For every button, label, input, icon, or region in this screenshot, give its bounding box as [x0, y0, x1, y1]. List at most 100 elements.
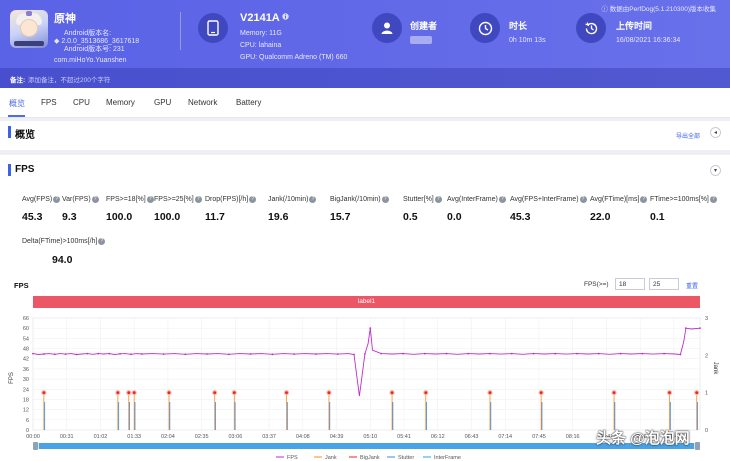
help-icon[interactable]: ?	[91, 196, 99, 203]
metric-value: 0.5	[403, 211, 418, 223]
fps-point	[554, 352, 557, 355]
metric-label: Drop(FPS)[/h]?	[205, 196, 257, 203]
help-icon[interactable]: ?	[498, 196, 506, 203]
metric-label: FPS>=18[%]?	[106, 196, 154, 203]
fps-point	[619, 352, 622, 355]
legend-label: InterFrame	[434, 455, 461, 461]
device-cpu: CPU: lahaina	[240, 42, 282, 49]
fps-point	[663, 352, 665, 355]
metric-label: Avg(InterFrame)?	[447, 196, 506, 203]
device-model: V2141A	[240, 12, 290, 24]
chevron-down-icon[interactable]: ▾	[710, 165, 721, 176]
x-tick-label: 09:18	[633, 434, 647, 440]
metric-label: FPS>=25[%]?	[154, 196, 202, 203]
x-tick-label: 04:39	[330, 434, 344, 440]
creator-name-redacted	[410, 36, 432, 44]
help-icon[interactable]: ?	[309, 196, 317, 203]
x-tick-label: 06:43	[465, 434, 479, 440]
fps-point	[293, 353, 296, 356]
y-tick-label: 24	[23, 387, 29, 393]
fps-point	[699, 327, 701, 330]
help-icon[interactable]: ?	[381, 196, 389, 203]
x-tick-label: 04:08	[296, 434, 310, 440]
x-tick-label: 05:10	[363, 434, 377, 440]
export-all-link[interactable]: 导出全部	[676, 134, 701, 140]
tab-battery[interactable]: Battery	[236, 98, 262, 107]
fps-point	[369, 327, 372, 330]
bigjank-point	[390, 391, 394, 395]
fps-point	[97, 352, 100, 355]
notes-bar[interactable]: 备注: 添加备注，不超过200个字符	[0, 68, 730, 88]
tab-cpu[interactable]: CPU	[73, 98, 90, 107]
phone-icon	[198, 13, 228, 43]
tab-memory[interactable]: Memory	[106, 98, 135, 107]
x-tick-label: 05:41	[397, 434, 411, 440]
bigjank-point	[116, 391, 120, 395]
bigjank-point	[612, 391, 616, 395]
y-tick-label: 12	[23, 408, 29, 414]
fps-filter-min-input[interactable]	[615, 278, 645, 290]
fps-point	[42, 353, 45, 355]
fps-point	[271, 353, 274, 356]
tab-gpu[interactable]: GPU	[154, 98, 172, 107]
overview-card: 概览 导出全部 ◂	[0, 121, 730, 150]
watermark: 头条 @泡泡网	[596, 430, 690, 447]
y-tick-label: 42	[23, 357, 29, 363]
help-icon[interactable]: ?	[249, 196, 257, 203]
fps-point	[336, 353, 339, 356]
x-tick-label: 09:49	[667, 434, 681, 440]
legend-label: BigJank	[360, 455, 380, 461]
y-tick-label: 18	[23, 397, 29, 403]
fps-point	[162, 353, 165, 356]
fps-point	[363, 353, 366, 355]
tab-overview[interactable]: 概览	[9, 99, 25, 108]
notes-input[interactable]: 添加备注，不超过200个字符	[28, 77, 111, 84]
fps-point	[184, 353, 187, 356]
help-icon[interactable]: ?	[434, 196, 442, 203]
help-icon[interactable]: ?	[146, 196, 154, 203]
tab-fps[interactable]: FPS	[41, 98, 57, 107]
reset-link[interactable]: 重置	[686, 284, 699, 290]
tab-network[interactable]: Network	[188, 98, 218, 107]
help-icon[interactable]: ?	[98, 238, 106, 245]
y-tick-label: 36	[23, 367, 29, 373]
help-icon[interactable]: ?	[194, 196, 202, 203]
fps-point	[75, 353, 78, 356]
active-tab-indicator	[8, 115, 25, 117]
range-slider-handle-left[interactable]	[33, 442, 38, 450]
metric-value: 94.0	[52, 254, 73, 266]
upload-label: 上传时间	[616, 21, 653, 31]
x-tick-label: 08:16	[566, 434, 580, 440]
bigjank-point	[668, 391, 671, 395]
help-icon[interactable]: ?	[709, 196, 717, 203]
range-slider-fill	[39, 443, 694, 449]
x-tick-label: 00:00	[26, 434, 40, 440]
android-robot-icon: ◆	[54, 38, 62, 45]
duration-value: 0h 10m 13s	[509, 37, 546, 44]
bigjank-point	[285, 391, 288, 395]
metric-value: 0.0	[447, 211, 462, 223]
version-note: ⓘ 数据由PerfDog(5.1.210300)版本收集	[601, 6, 716, 13]
y2-tick-label: 1	[705, 391, 708, 397]
info-icon[interactable]	[282, 13, 290, 20]
android-version-value: ◆ 2.0.0_3513686_3617618	[54, 38, 140, 45]
fps-point	[86, 352, 89, 355]
fps-filter-label: FPS(>=)	[584, 281, 609, 288]
bigjank-point	[539, 391, 543, 395]
fps-filter-max-input[interactable]	[649, 278, 679, 290]
device-memory: Memory: 11G	[240, 30, 282, 37]
collapse-left-icon[interactable]: ◂	[710, 127, 721, 138]
range-slider-handle-right[interactable]	[695, 442, 700, 450]
help-icon[interactable]: ?	[579, 196, 587, 203]
y2-tick-label: 3	[705, 316, 708, 322]
metric-label: Avg(FPS+InterFrame)?	[510, 196, 587, 203]
fps-point	[380, 352, 383, 355]
fps-point	[140, 353, 143, 355]
bigjank-point	[695, 391, 699, 395]
help-icon[interactable]: ?	[53, 196, 61, 203]
help-icon[interactable]: ?	[640, 196, 648, 203]
device-gpu: GPU: Qualcomm Adreno (TM) 660	[240, 54, 348, 61]
legend-label: Jank	[325, 455, 337, 461]
